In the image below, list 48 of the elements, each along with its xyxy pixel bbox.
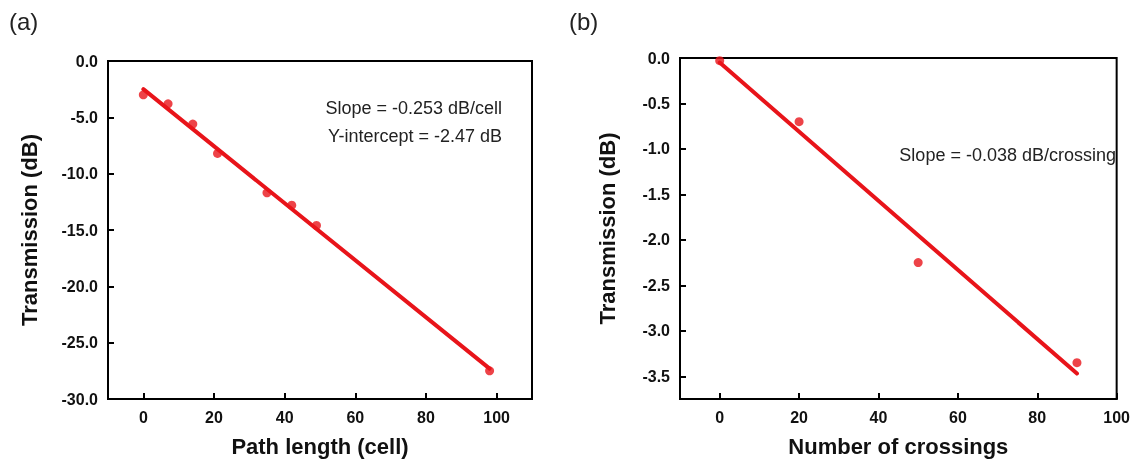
point <box>485 366 495 376</box>
point <box>1072 358 1082 368</box>
y-tick-label: -2.5 <box>642 276 671 294</box>
y-tick-label: -5.0 <box>70 108 99 126</box>
y-tick-label: 0.0 <box>75 52 99 70</box>
point <box>213 148 223 158</box>
point <box>262 188 272 198</box>
y-tick-label: -30.0 <box>61 390 99 408</box>
point <box>287 200 297 210</box>
point <box>715 56 725 66</box>
x-tick-label: 80 <box>1028 408 1047 426</box>
y-tick-label: -25.0 <box>61 334 99 352</box>
x-tick-label: 100 <box>1103 408 1131 426</box>
y-tick-label: -20.0 <box>61 277 99 295</box>
y-tick-label: -1.0 <box>642 140 671 158</box>
y-tick-label: -2.0 <box>642 231 671 249</box>
point <box>794 117 804 127</box>
y-tick-label: 0.0 <box>647 49 671 67</box>
y-tick-label: -3.0 <box>642 322 671 340</box>
chart-title: (b) <box>569 7 599 35</box>
y-tick-label: -15.0 <box>61 221 99 239</box>
x-axis-title: Path length (cell) <box>231 433 409 459</box>
x-tick-label: 60 <box>948 408 967 426</box>
x-tick-label: 60 <box>346 408 365 426</box>
y-axis-title: Transmission (dB) <box>16 134 42 326</box>
y-tick-label: -1.5 <box>642 185 671 203</box>
chart-title: (a) <box>9 7 39 35</box>
point <box>188 119 198 129</box>
annotation: Slope = -0.253 dB/cell <box>325 98 502 118</box>
point <box>913 258 923 268</box>
x-tick-label: 20 <box>790 408 809 426</box>
y-tick-label: -0.5 <box>642 94 671 112</box>
x-tick-label: 40 <box>275 408 294 426</box>
x-tick-label: 0 <box>138 408 148 426</box>
y-axis-title: Transmission (dB) <box>594 132 620 325</box>
annotation: Y-intercept = -2.47 dB <box>328 126 502 146</box>
x-axis-title: Number of crossings <box>788 433 1009 459</box>
point <box>311 221 321 230</box>
x-tick-label: 0 <box>715 408 725 426</box>
y-tick-label: -10.0 <box>61 165 99 183</box>
point <box>163 99 173 109</box>
x-tick-label: 20 <box>205 408 223 426</box>
y-tick-label: -3.5 <box>642 367 671 385</box>
x-tick-label: 40 <box>869 408 888 426</box>
x-tick-label: 100 <box>483 408 511 426</box>
point <box>138 90 148 100</box>
annotation: Slope = -0.038 dB/crossing <box>899 145 1116 165</box>
x-tick-label: 80 <box>417 408 435 426</box>
